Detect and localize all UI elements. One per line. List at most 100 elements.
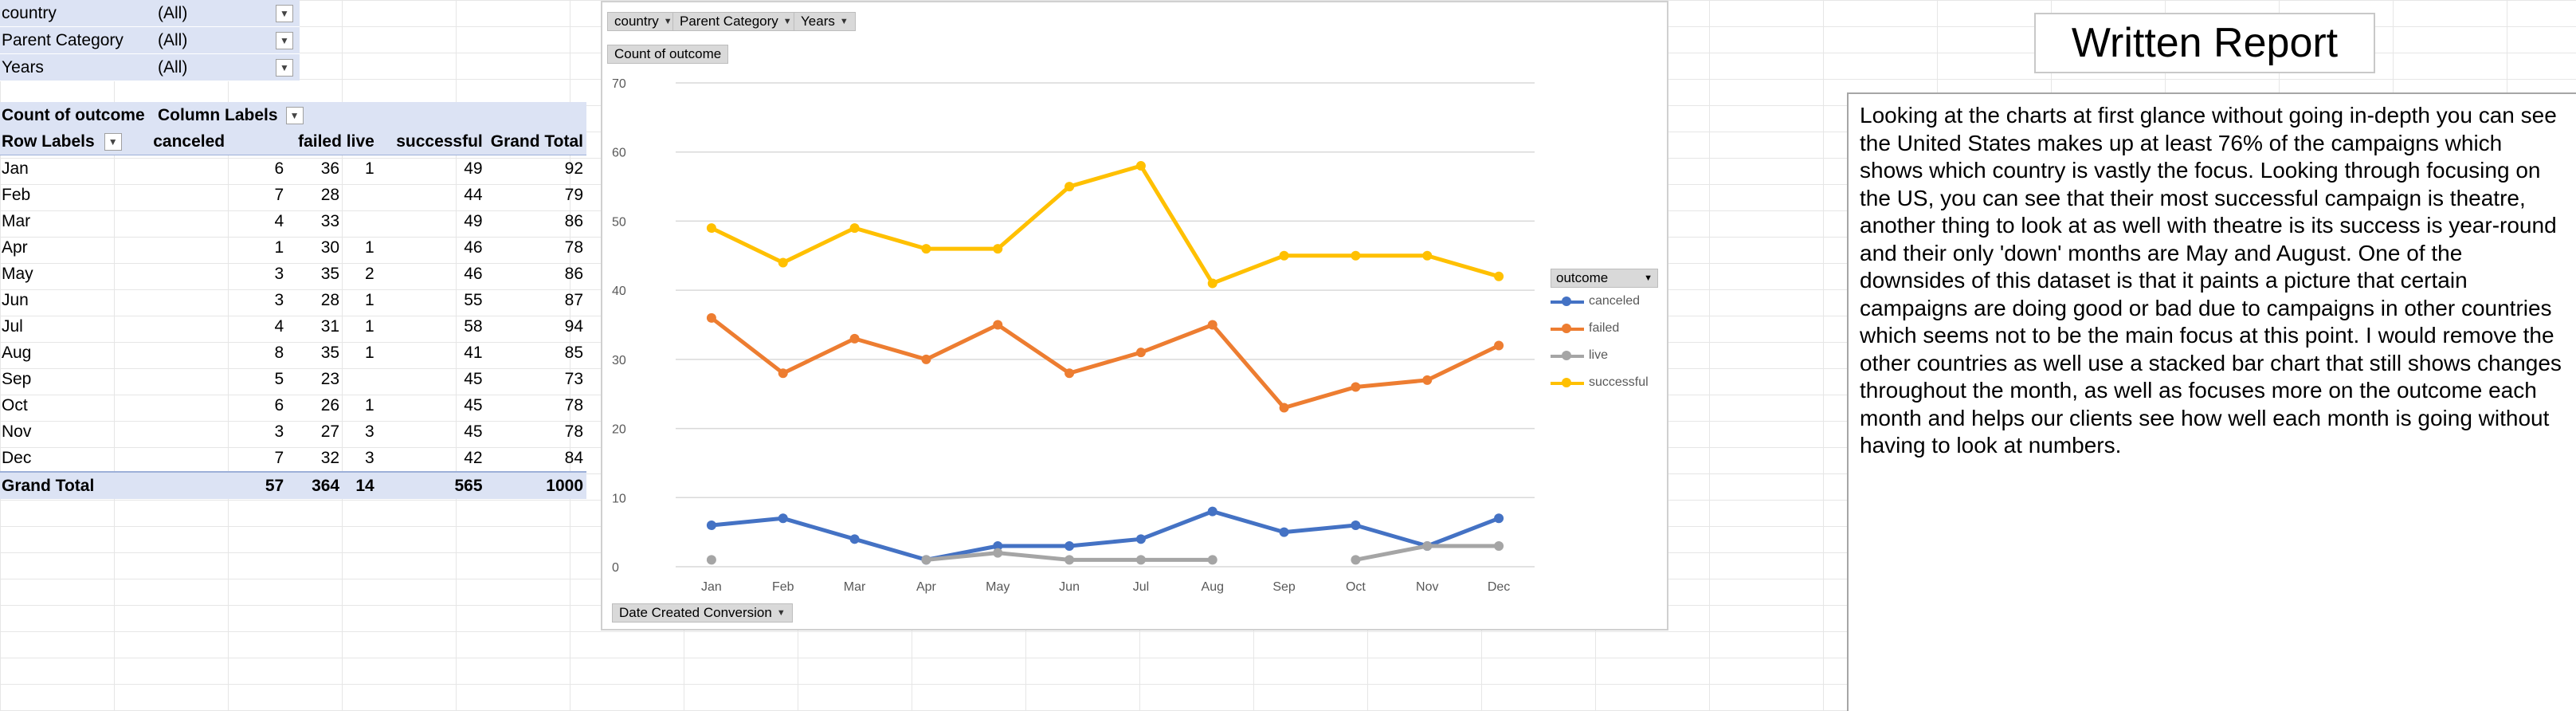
cell-grand-total: 87: [564, 290, 583, 309]
x-tick-label: Nov: [1416, 580, 1438, 594]
cell-live: 3: [364, 448, 374, 467]
row-month: Feb: [2, 185, 31, 204]
cell-failed: 26: [320, 395, 340, 414]
column-labels-text: Column Labels: [158, 105, 278, 124]
chart-filter-parent-category[interactable]: Parent Category ▼: [672, 12, 799, 31]
data-point-successful: [1135, 161, 1146, 171]
axis-field-label: Date Created Conversion: [619, 605, 772, 620]
chart-value-field-button[interactable]: Count of outcome: [607, 45, 729, 64]
data-point-failed: [1207, 320, 1217, 330]
cell-canceled: 6: [274, 395, 284, 414]
line-chart-plot: 0 10 20 30 40 50 60 70 Jan Feb Mar Apr May Jun Jul Aug S…: [612, 77, 1535, 594]
cell-canceled: 4: [274, 316, 284, 336]
row-labels: Row Labels ▼: [0, 132, 151, 151]
pivot-grand-total-row: Grand Total 57 364 14 565 1000: [0, 471, 586, 499]
table-row: Nov 3 27 3 45 78: [0, 418, 586, 445]
data-point-failed: [849, 333, 860, 344]
data-point-canceled: [1065, 540, 1075, 551]
legend-title: outcome: [1556, 270, 1609, 285]
filter-label: Years: [2, 57, 44, 77]
header-canceled: canceled: [153, 132, 225, 151]
value-field-label: Count of outcome: [614, 46, 722, 61]
y-tick-label: 40: [612, 285, 626, 298]
cell-grand-total: 78: [564, 395, 583, 414]
dropdown-arrow-icon[interactable]: ▼: [276, 58, 293, 77]
data-point-failed: [1065, 368, 1075, 379]
data-point-live: [1135, 555, 1146, 565]
dropdown-arrow-icon: ▼: [663, 17, 672, 26]
table-row: Feb 7 28 44 79: [0, 182, 586, 208]
cell-successful: 45: [464, 422, 483, 441]
dropdown-arrow-icon[interactable]: ▼: [276, 4, 293, 22]
legend-label: live: [1589, 348, 1609, 362]
cell-successful: 42: [464, 448, 483, 467]
pivot-chart[interactable]: country ▼ Parent Category ▼ Years ▼ Count o…: [601, 1, 1668, 630]
cell-successful: 45: [464, 395, 483, 414]
legend-items: canceled failed live successful: [1551, 288, 1658, 396]
cell-canceled: 6: [274, 159, 284, 178]
data-point-live: [1351, 555, 1361, 565]
data-point-successful: [1065, 182, 1075, 192]
data-point-live: [1207, 555, 1217, 565]
cell-canceled: 4: [274, 211, 284, 230]
data-point-successful: [706, 223, 716, 234]
total-canceled: 57: [265, 476, 284, 495]
legend-swatch: [1551, 323, 1584, 334]
cell-canceled: 3: [274, 422, 284, 441]
data-point-canceled: [849, 534, 860, 544]
header-successful: successful: [396, 132, 483, 151]
cell-failed: 27: [320, 422, 340, 441]
row-filter-icon[interactable]: ▼: [104, 132, 122, 151]
report-body-text[interactable]: Looking at the charts at first glance wi…: [1847, 92, 2576, 711]
legend-item-live: live: [1551, 342, 1658, 369]
total-successful: 565: [454, 476, 483, 495]
data-point-canceled: [1351, 520, 1361, 530]
cell-successful: 45: [464, 369, 483, 388]
cell-failed: 32: [320, 448, 340, 467]
legend-item-failed: failed: [1551, 315, 1658, 342]
cell-grand-total: 78: [564, 238, 583, 257]
cell-failed: 31: [320, 316, 340, 336]
cell-live: 1: [364, 159, 374, 178]
cell-successful: 49: [464, 159, 483, 178]
filter-years: Years (All) ▼: [0, 54, 300, 81]
row-month: Jan: [2, 159, 29, 178]
data-point-canceled: [993, 540, 1003, 551]
data-point-failed: [706, 312, 716, 323]
data-point-live: [706, 555, 716, 565]
cell-grand-total: 86: [564, 211, 583, 230]
pivot-corner-label: Count of outcome: [2, 105, 145, 124]
filter-value: (All): [158, 57, 188, 77]
table-row: Dec 7 32 3 42 84: [0, 445, 586, 471]
filter-country: country (All) ▼: [0, 0, 300, 27]
legend-swatch: [1551, 350, 1584, 361]
chart-axis-field-button[interactable]: Date Created Conversion ▼: [612, 603, 793, 623]
cell-grand-total: 79: [564, 185, 583, 204]
legend-field-button[interactable]: outcome ▼: [1551, 269, 1658, 288]
dropdown-arrow-icon[interactable]: ▼: [276, 31, 293, 49]
data-point-live: [921, 555, 931, 565]
data-point-live: [1422, 540, 1433, 551]
row-month: Apr: [2, 238, 28, 257]
dropdown-arrow-icon: ▼: [782, 17, 792, 26]
y-tick-label: 50: [612, 215, 626, 229]
column-filter-icon[interactable]: ▼: [285, 106, 304, 124]
data-point-successful: [849, 223, 860, 234]
data-point-live: [993, 548, 1003, 558]
grand-total-label: Grand Total: [2, 476, 95, 495]
total-live: 14: [355, 476, 374, 495]
data-point-live: [1494, 540, 1504, 551]
header-failed: failed: [298, 132, 342, 151]
chart-filter-years[interactable]: Years ▼: [794, 12, 856, 31]
legend-item-canceled: canceled: [1551, 288, 1658, 315]
cell-live: 1: [364, 343, 374, 362]
x-tick-label: Mar: [844, 580, 866, 594]
header-live: live: [346, 132, 374, 151]
data-point-canceled: [1494, 513, 1504, 524]
row-month: Aug: [2, 343, 32, 362]
table-row: May 3 35 2 46 86: [0, 261, 586, 287]
data-point-failed: [921, 354, 931, 364]
x-tick-label: Jun: [1059, 580, 1080, 594]
y-tick-label: 10: [612, 492, 626, 505]
chart-filter-country[interactable]: country ▼: [607, 12, 680, 31]
